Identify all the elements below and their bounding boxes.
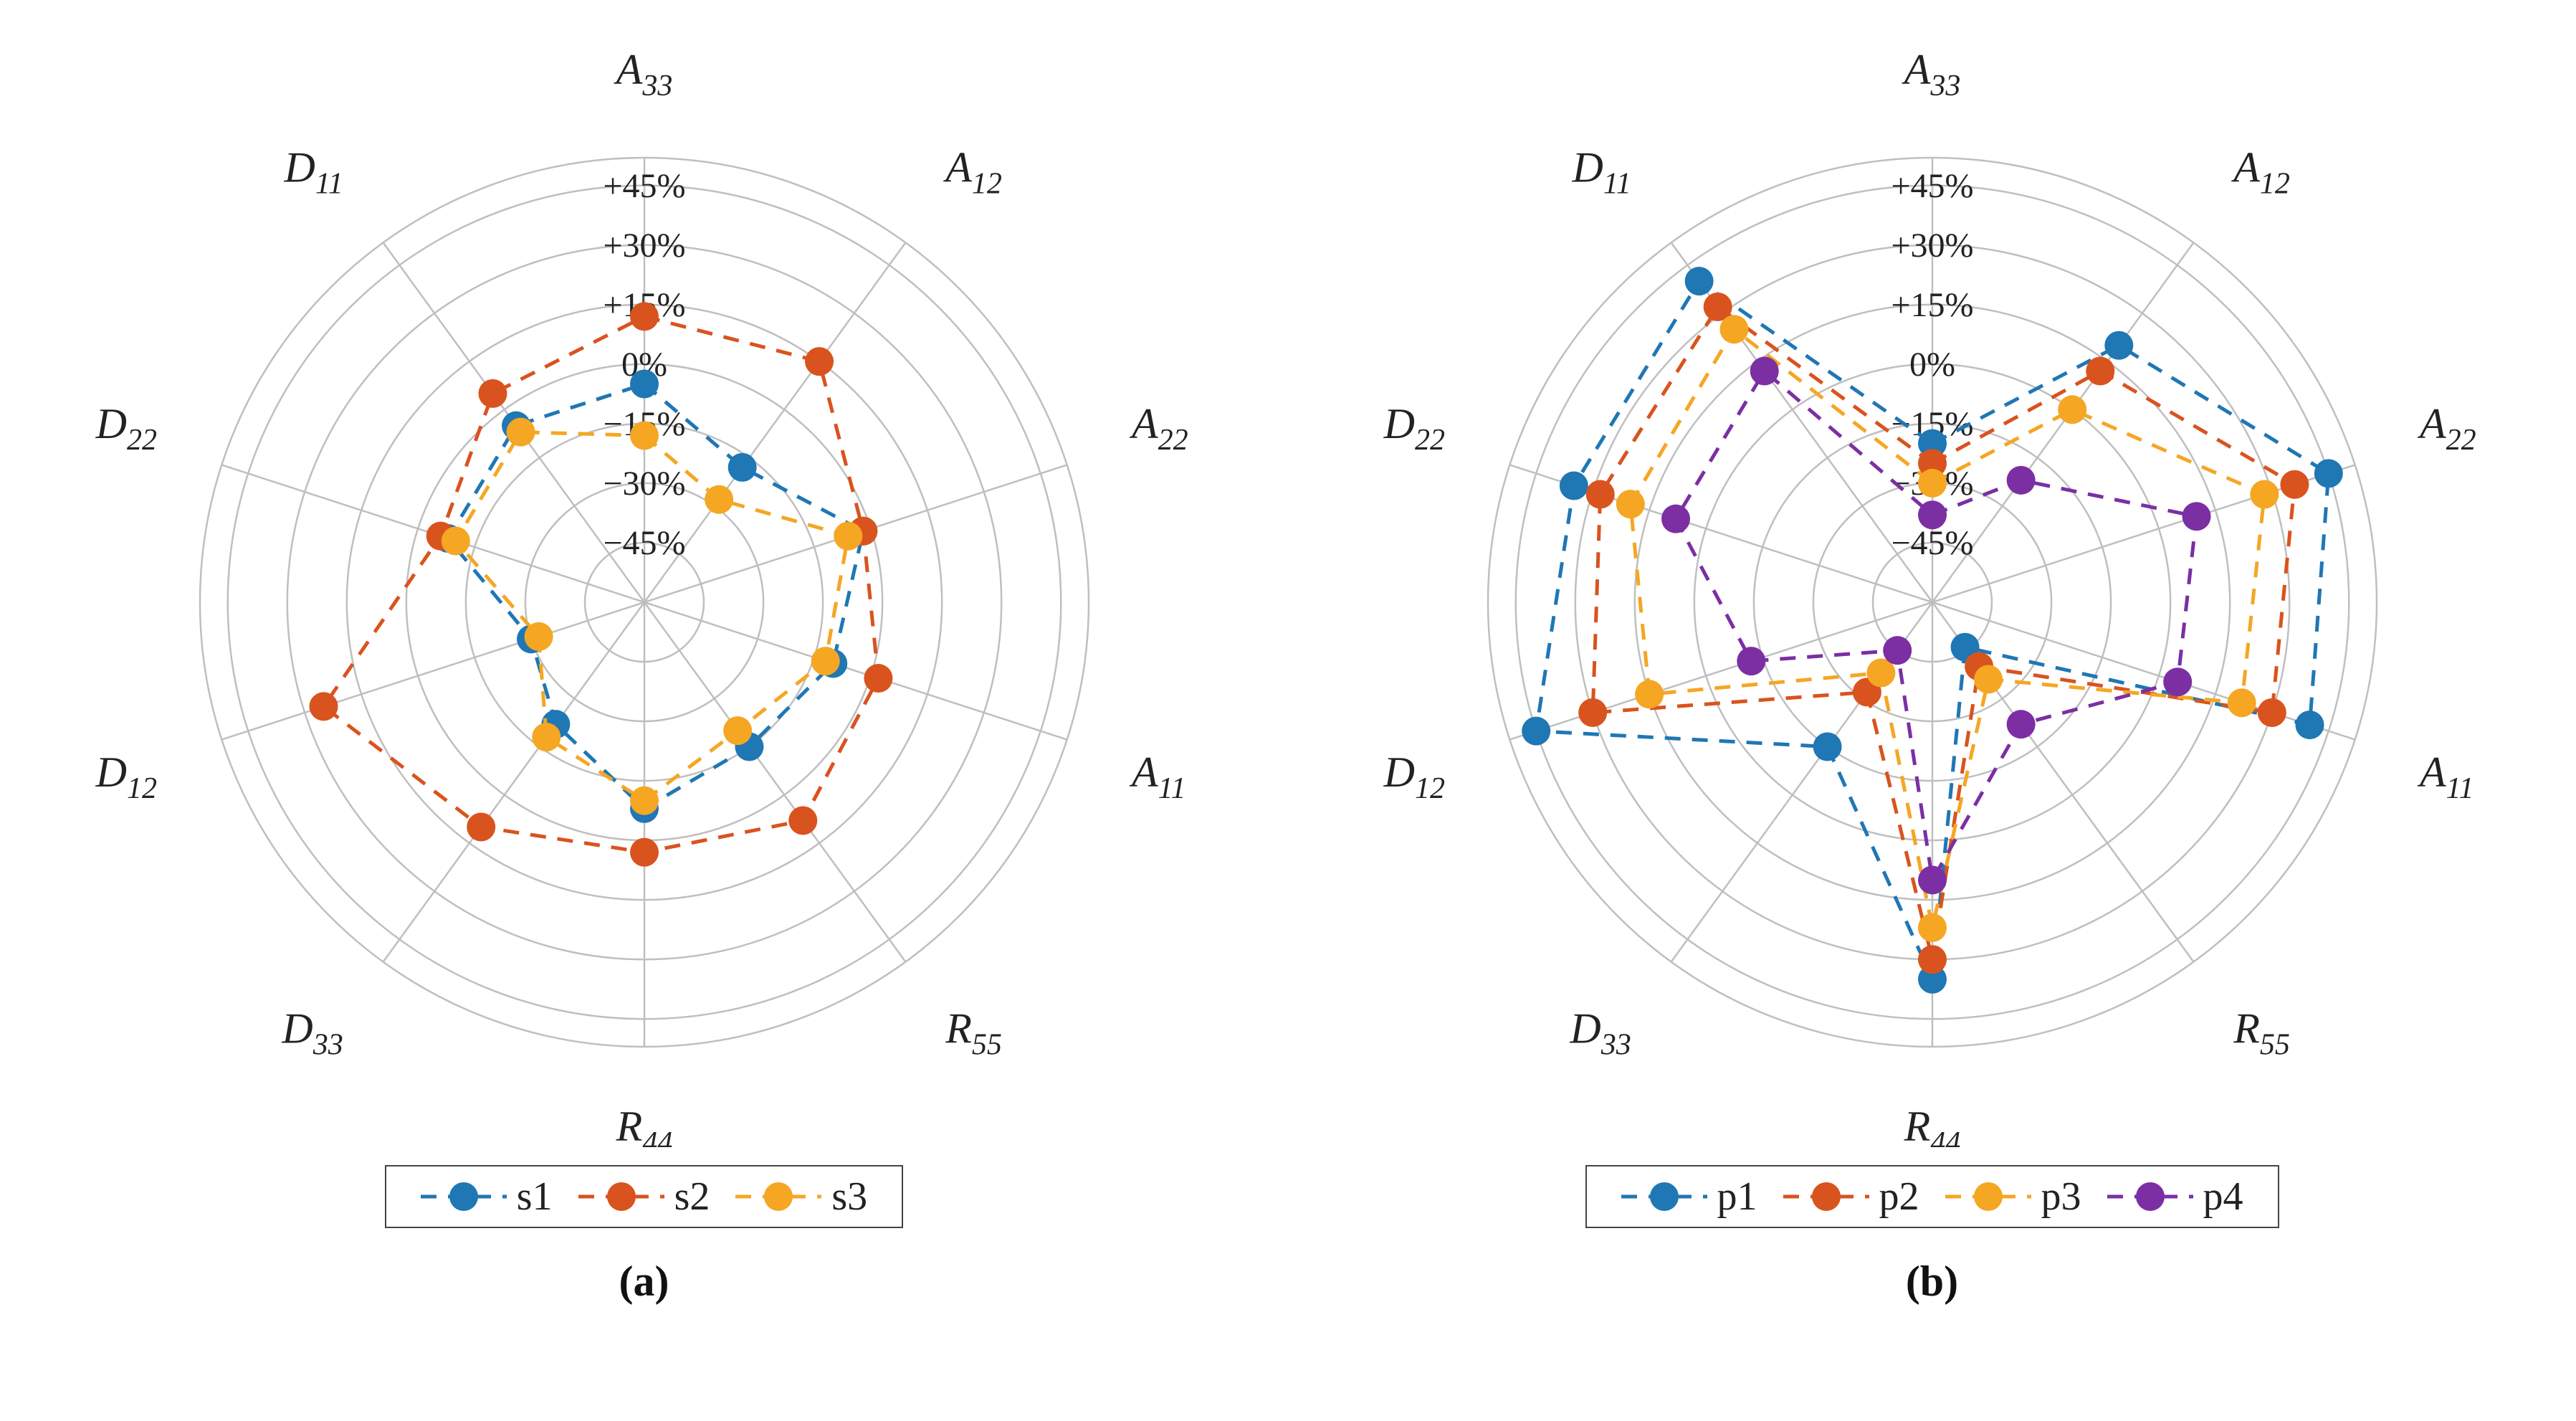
radar-chart-a: −45%−30%−15%0%+15%+30%+45%A33A12A22A11R5… — [71, 0, 1218, 1151]
legend-a: s1 s2 s3 — [385, 1165, 903, 1228]
svg-text:R44: R44 — [615, 1103, 672, 1147]
svg-text:+45%: +45% — [1891, 167, 1973, 205]
svg-text:+15%: +15% — [1891, 286, 1973, 324]
svg-text:−45%: −45% — [1891, 524, 1973, 562]
legend-item: p3 — [1945, 1174, 2081, 1220]
svg-text:A12: A12 — [943, 144, 1002, 201]
svg-text:A22: A22 — [1129, 400, 1188, 457]
svg-text:+45%: +45% — [603, 167, 685, 205]
legend-label: p4 — [2203, 1174, 2243, 1220]
legend-label: s2 — [674, 1174, 710, 1220]
legend-label: p2 — [1879, 1174, 1919, 1220]
legend-swatch — [1945, 1182, 2031, 1211]
svg-text:A11: A11 — [2417, 748, 2474, 805]
svg-text:D11: D11 — [1571, 144, 1631, 201]
legend-item: p1 — [1621, 1174, 1757, 1220]
radar-chart-b: −45%−30%−15%0%+15%+30%+45%A33A12A22A11R5… — [1359, 0, 2506, 1151]
svg-text:D33: D33 — [281, 1004, 343, 1061]
legend-item: p4 — [2107, 1174, 2243, 1220]
legend-swatch — [1621, 1182, 1707, 1211]
legend-swatch — [735, 1182, 821, 1211]
panel-b: −45%−30%−15%0%+15%+30%+45%A33A12A22A11R5… — [1359, 0, 2506, 1306]
svg-text:D12: D12 — [1383, 748, 1444, 805]
svg-text:R44: R44 — [1903, 1103, 1960, 1147]
svg-text:D22: D22 — [1383, 400, 1444, 457]
subcaption-a: (a) — [619, 1257, 669, 1306]
legend-label: p3 — [2041, 1174, 2081, 1220]
legend-label: s1 — [517, 1174, 553, 1220]
svg-text:D22: D22 — [95, 400, 156, 457]
legend-swatch — [1783, 1182, 1869, 1211]
legend-label: p1 — [1717, 1174, 1757, 1220]
svg-text:−30%: −30% — [603, 465, 685, 503]
legend-swatch — [578, 1182, 664, 1211]
panel-a: −45%−30%−15%0%+15%+30%+45%A33A12A22A11R5… — [71, 0, 1218, 1306]
legend-label: s3 — [831, 1174, 867, 1220]
legend-item: s1 — [421, 1174, 553, 1220]
svg-text:A12: A12 — [2231, 144, 2290, 201]
svg-text:R55: R55 — [2233, 1004, 2290, 1061]
svg-text:D33: D33 — [1569, 1004, 1631, 1061]
svg-text:A22: A22 — [2417, 400, 2476, 457]
svg-text:A33: A33 — [1901, 46, 1960, 103]
legend-swatch — [2107, 1182, 2193, 1211]
svg-text:−45%: −45% — [603, 524, 685, 562]
svg-text:D12: D12 — [95, 748, 156, 805]
legend-b: p1 p2 p3 p4 — [1585, 1165, 2279, 1228]
svg-text:A33: A33 — [613, 46, 672, 103]
svg-text:D11: D11 — [283, 144, 343, 201]
subcaption-b: (b) — [1906, 1257, 1958, 1306]
panels-row: −45%−30%−15%0%+15%+30%+45%A33A12A22A11R5… — [0, 0, 2576, 1306]
svg-text:A11: A11 — [1129, 748, 1186, 805]
legend-item: s3 — [735, 1174, 867, 1220]
svg-text:+30%: +30% — [603, 227, 685, 265]
legend-item: p2 — [1783, 1174, 1919, 1220]
legend-item: s2 — [578, 1174, 710, 1220]
svg-text:0%: 0% — [1909, 346, 1955, 384]
legend-swatch — [421, 1182, 507, 1211]
page: { "background_color": "#ffffff", "grid_c… — [0, 0, 2576, 1421]
svg-text:R55: R55 — [945, 1004, 1002, 1061]
svg-text:+30%: +30% — [1891, 227, 1973, 265]
